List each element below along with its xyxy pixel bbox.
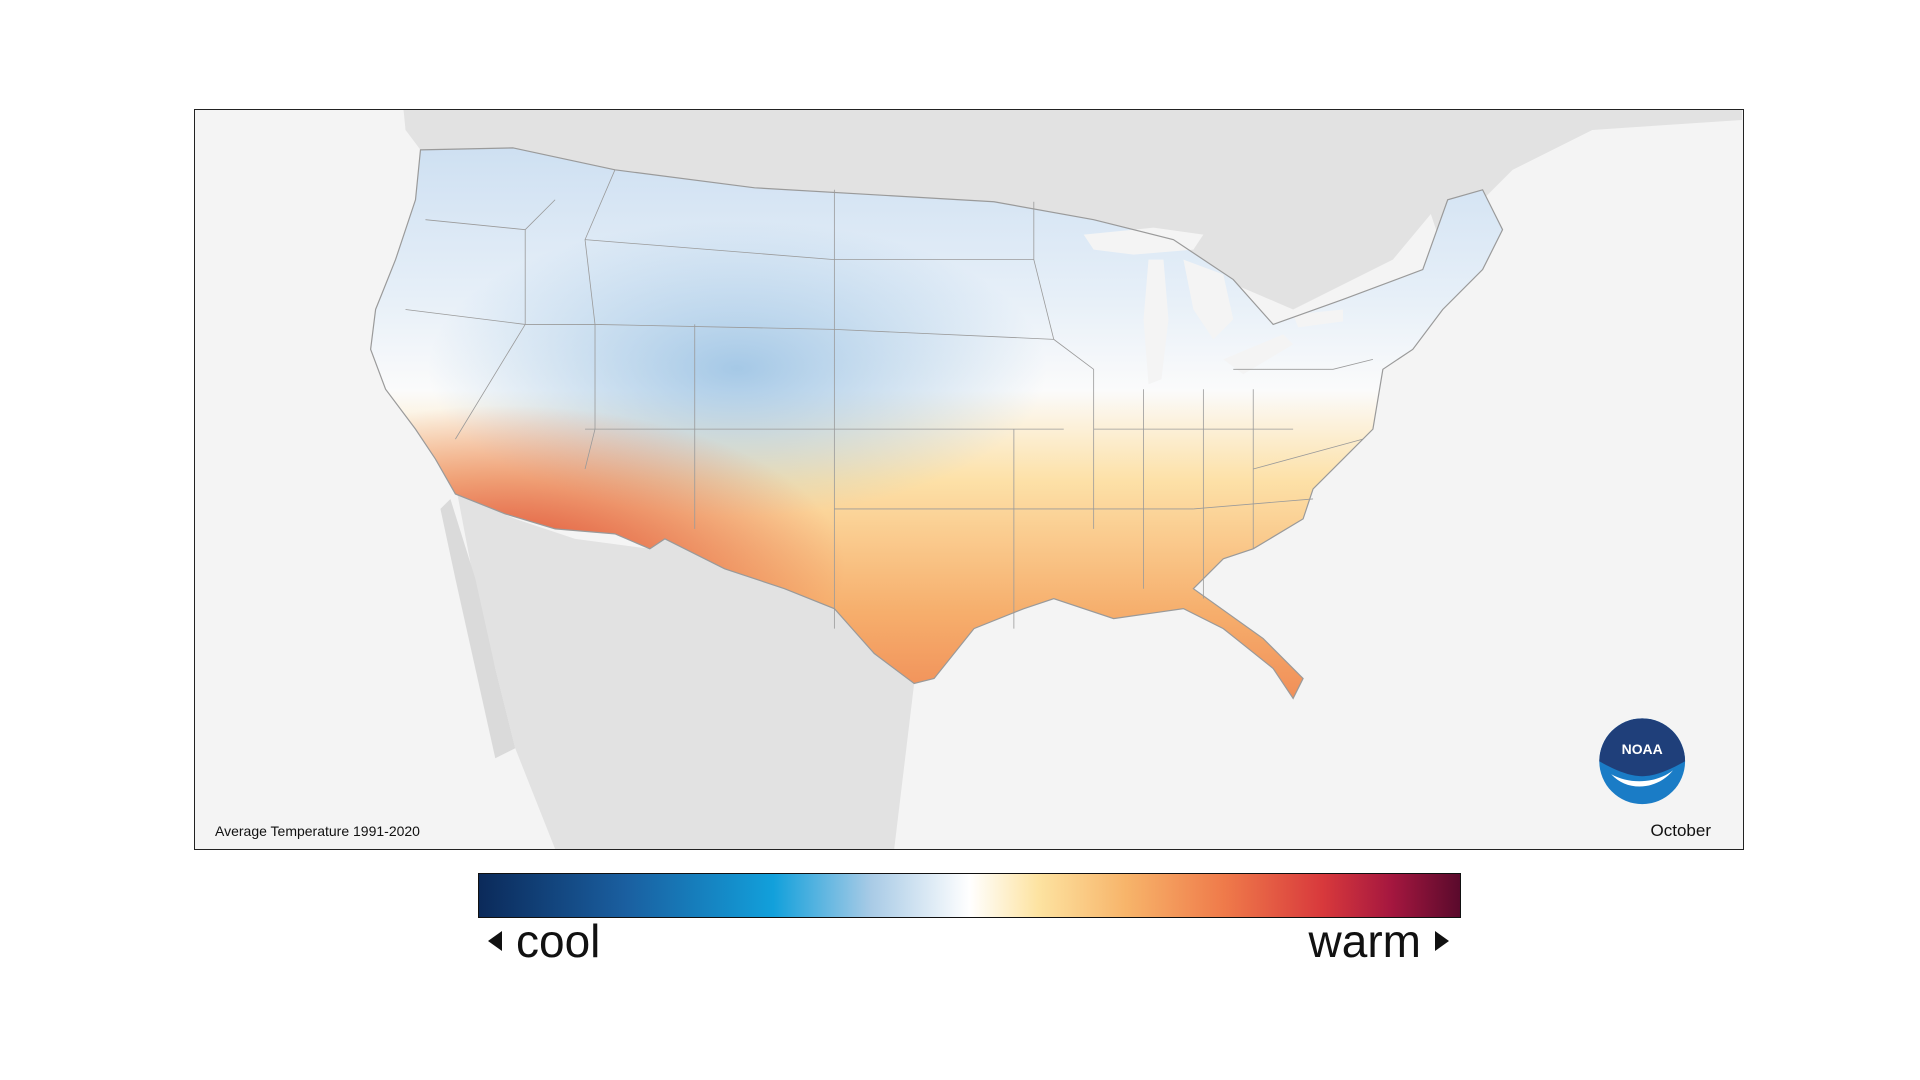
month-label: October — [1650, 821, 1711, 840]
state-borders — [405, 169, 1374, 629]
map-caption: Average Temperature 1991-2020 — [215, 823, 420, 839]
legend-cool: cool — [488, 914, 600, 968]
lake-erie — [1223, 334, 1294, 375]
temperature-colorbar — [478, 873, 1461, 918]
lake-superior — [1083, 227, 1204, 255]
canada-land — [403, 110, 1493, 310]
temperature-map: NOAA Average Temperature 1991-2020 Octob… — [194, 109, 1744, 850]
us-contiguous — [370, 147, 1503, 699]
lake-ontario — [1293, 309, 1343, 328]
baja-land — [440, 498, 516, 759]
legend-warm: warm — [1309, 914, 1449, 968]
lake-michigan — [1143, 259, 1169, 385]
arrow-right-icon — [1435, 931, 1449, 951]
noaa-logo: NOAA — [1599, 718, 1686, 805]
arrow-left-icon — [488, 931, 502, 951]
mexico-land — [457, 493, 915, 849]
us-temperature-map-svg: NOAA — [370, 110, 1742, 849]
legend-warm-label: warm — [1308, 915, 1421, 967]
noaa-logo-text: NOAA — [1622, 741, 1663, 757]
legend-cool-label: cool — [516, 915, 601, 967]
lake-huron — [1183, 259, 1234, 340]
